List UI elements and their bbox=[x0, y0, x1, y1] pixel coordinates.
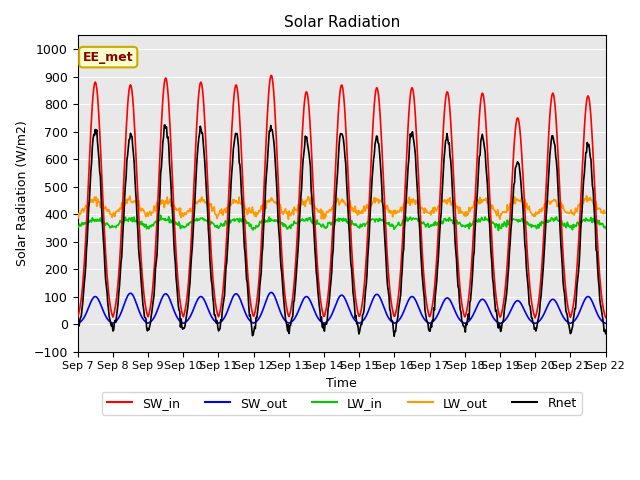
X-axis label: Time: Time bbox=[326, 377, 357, 390]
Title: Solar Radiation: Solar Radiation bbox=[284, 15, 400, 30]
Legend: SW_in, SW_out, LW_in, LW_out, Rnet: SW_in, SW_out, LW_in, LW_out, Rnet bbox=[102, 392, 582, 415]
Y-axis label: Solar Radiation (W/m2): Solar Radiation (W/m2) bbox=[15, 120, 28, 266]
Text: EE_met: EE_met bbox=[83, 50, 134, 64]
